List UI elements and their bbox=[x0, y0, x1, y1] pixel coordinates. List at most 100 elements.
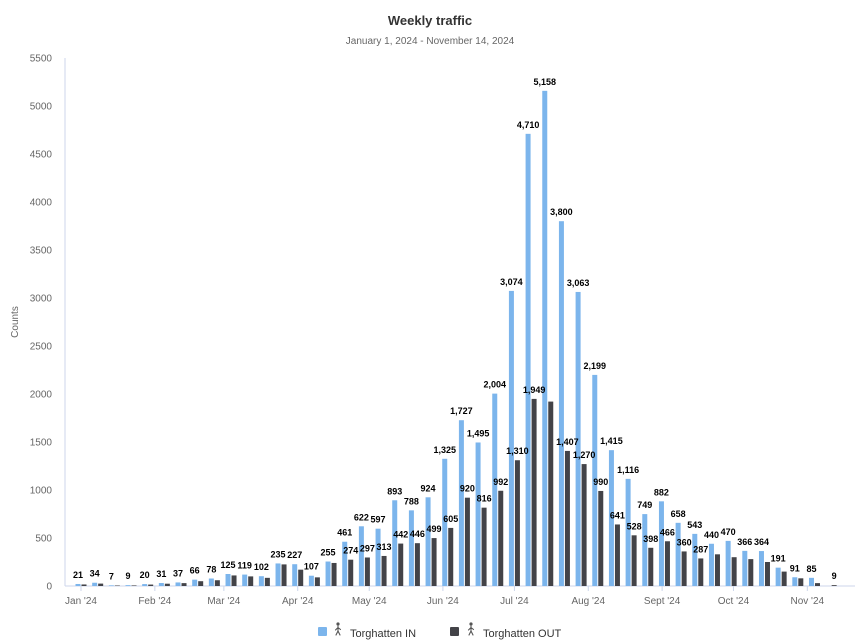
data-label: 1,325 bbox=[433, 445, 456, 455]
data-label: 924 bbox=[421, 483, 436, 493]
bar-out bbox=[481, 507, 487, 586]
bar-out bbox=[814, 583, 820, 586]
data-label: 191 bbox=[771, 554, 786, 564]
bar-out bbox=[731, 557, 737, 586]
data-label: 227 bbox=[287, 550, 302, 560]
bar-out bbox=[181, 583, 187, 586]
data-label: 605 bbox=[443, 514, 458, 524]
data-label: 366 bbox=[737, 537, 752, 547]
legend-item-out[interactable]: Torghatten OUT bbox=[450, 622, 562, 640]
data-label: 658 bbox=[671, 509, 686, 519]
data-label: 597 bbox=[371, 515, 386, 525]
y-axis-ticks: 0 500 1000 1500 2000 2500 3000 3500 4000 4500 5000… bbox=[30, 54, 53, 593]
bar-out bbox=[831, 585, 837, 586]
y-tick-label: 4500 bbox=[30, 150, 53, 161]
data-label: 882 bbox=[654, 487, 669, 497]
bar-in bbox=[158, 583, 164, 586]
data-label: 461 bbox=[337, 528, 352, 538]
person-walking-icon bbox=[334, 622, 342, 636]
bar-out bbox=[664, 541, 670, 586]
data-label: 788 bbox=[404, 496, 419, 506]
data-label: 313 bbox=[377, 542, 392, 552]
bar-in bbox=[192, 579, 198, 586]
bar-in bbox=[575, 291, 581, 586]
bar-out bbox=[798, 578, 804, 586]
x-tick-label: Mar '24 bbox=[207, 596, 240, 607]
data-label: 816 bbox=[477, 494, 492, 504]
data-label: 119 bbox=[237, 561, 252, 571]
bar-out bbox=[398, 543, 404, 586]
y-tick-label: 3000 bbox=[30, 294, 53, 305]
x-tick-label: Feb '24 bbox=[138, 596, 171, 607]
data-label: 20 bbox=[140, 570, 150, 580]
bar-in bbox=[92, 582, 98, 586]
bar-out bbox=[464, 497, 470, 586]
bar-in bbox=[142, 584, 148, 586]
x-tick-label: Apr '24 bbox=[282, 596, 314, 607]
bar-in bbox=[392, 500, 398, 586]
bar-out bbox=[381, 555, 387, 586]
data-label: 102 bbox=[254, 562, 269, 572]
bar-out bbox=[614, 524, 620, 586]
data-label: 470 bbox=[721, 527, 736, 537]
bar-in bbox=[308, 575, 314, 586]
bar-in bbox=[642, 514, 648, 586]
y-axis-label: Counts bbox=[10, 306, 21, 338]
bar-in bbox=[458, 420, 464, 586]
data-label: 1,270 bbox=[573, 450, 596, 460]
bar-in bbox=[558, 221, 564, 586]
data-label: 990 bbox=[593, 477, 608, 487]
bar-out bbox=[564, 450, 570, 586]
bar-in bbox=[758, 551, 764, 586]
bar-out bbox=[81, 584, 87, 586]
data-label: 398 bbox=[643, 534, 658, 544]
x-axis-ticks: Jan '24 Feb '24 Mar '24 Apr '24 May '24 Jun '… bbox=[65, 586, 825, 607]
bar-in bbox=[592, 374, 598, 586]
data-label: 528 bbox=[627, 521, 642, 531]
bar-in bbox=[108, 585, 114, 586]
bar-in bbox=[808, 577, 814, 586]
y-tick-label: 0 bbox=[46, 582, 52, 593]
x-tick-label: May '24 bbox=[352, 596, 387, 607]
data-label: 1,407 bbox=[556, 437, 579, 447]
bar-out bbox=[164, 583, 170, 586]
bar-out bbox=[448, 527, 454, 586]
data-label: 3,074 bbox=[500, 277, 523, 287]
data-label: 2,199 bbox=[584, 361, 607, 371]
chart-subtitle: January 1, 2024 - November 14, 2024 bbox=[346, 36, 515, 47]
x-tick-label: Jan '24 bbox=[65, 596, 97, 607]
x-tick-label: Jun '24 bbox=[427, 596, 459, 607]
bar-out bbox=[198, 581, 204, 586]
data-label: 466 bbox=[660, 527, 675, 537]
bar-in bbox=[208, 578, 214, 586]
data-label: 37 bbox=[173, 568, 183, 578]
legend-swatch-in bbox=[318, 627, 327, 636]
data-label: 446 bbox=[410, 529, 425, 539]
data-label: 78 bbox=[206, 565, 216, 575]
bar-in bbox=[792, 577, 798, 586]
data-label: 235 bbox=[271, 549, 286, 559]
y-tick-label: 1000 bbox=[30, 486, 53, 497]
data-label: 31 bbox=[156, 569, 166, 579]
data-label: 125 bbox=[221, 560, 236, 570]
bar-out bbox=[764, 562, 770, 586]
bar-out bbox=[98, 583, 104, 586]
bar-in bbox=[175, 582, 181, 586]
legend-item-in[interactable]: Torghatten IN bbox=[318, 622, 416, 640]
data-label: 4,710 bbox=[517, 120, 540, 130]
data-label: 91 bbox=[790, 563, 800, 573]
y-tick-label: 2500 bbox=[30, 342, 53, 353]
y-tick-label: 5000 bbox=[30, 102, 53, 113]
data-label: 5,158 bbox=[533, 77, 556, 87]
data-label: 66 bbox=[190, 566, 200, 576]
data-label: 34 bbox=[90, 569, 100, 579]
data-label: 499 bbox=[427, 524, 442, 534]
legend: Torghatten IN Torghatten OUT bbox=[318, 622, 562, 640]
bar-out bbox=[264, 577, 270, 586]
bar-in bbox=[375, 528, 381, 586]
data-label: 297 bbox=[360, 543, 375, 553]
data-label: 9 bbox=[126, 571, 131, 581]
data-label: 440 bbox=[704, 530, 719, 540]
